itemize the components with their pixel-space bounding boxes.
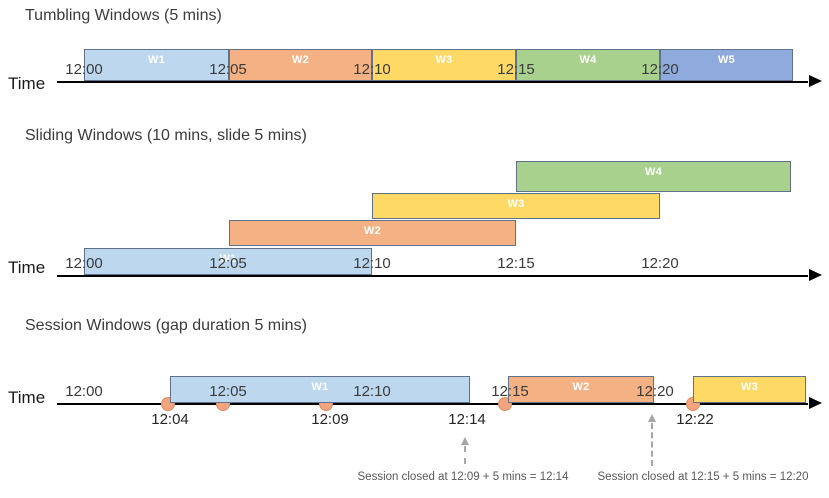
window-box-sliding-w4: W4	[516, 161, 791, 192]
window-label-sliding-w1: W1	[219, 253, 237, 265]
tick-label-sliding-1205: 12:05	[209, 255, 247, 272]
window-label-session-w2: W2	[572, 381, 590, 393]
window-box-tumbling-w3: W3	[372, 49, 516, 81]
axis-arrow-right-icon	[809, 397, 822, 409]
window-label-sliding-w2: W2	[363, 225, 382, 237]
section-title-sliding: Sliding Windows (10 mins, slide 5 mins)	[25, 127, 307, 144]
window-label-tumbling-w2: W2	[291, 54, 310, 66]
window-label-session-w3: W3	[740, 381, 759, 393]
window-label-sliding-w4: W4	[644, 166, 663, 178]
axis-arrow-right-icon	[809, 269, 822, 281]
window-label-tumbling-w3: W3	[435, 54, 453, 66]
window-box-sliding-w1: W1	[84, 248, 372, 275]
window-box-session-w3: W3	[693, 376, 806, 403]
event-time-label-1209: 12:09	[311, 411, 349, 428]
tick-label-sliding-1210: 12:10	[353, 255, 391, 272]
time-axis-line-session	[57, 403, 808, 405]
window-box-session-w1: W1	[170, 376, 470, 403]
window-box-session-w2: W2	[508, 376, 654, 403]
time-axis-line-tumbling	[57, 81, 808, 83]
annotation-arrow-up-icon	[460, 437, 469, 445]
annotation-text-1: Session closed at 12:15 + 5 mins = 12:20	[597, 471, 809, 483]
axis-arrow-right-icon	[809, 75, 822, 87]
window-box-tumbling-w4: W4	[516, 49, 660, 81]
time-axis-line-sliding	[57, 275, 808, 277]
section-title-tumbling: Tumbling Windows (5 mins)	[25, 7, 222, 24]
event-time-label-1222: 12:22	[676, 411, 714, 428]
window-label-tumbling-w5: W5	[717, 54, 736, 66]
event-time-label-1204: 12:04	[151, 411, 189, 428]
tick-label-sliding-1220: 12:20	[641, 255, 679, 272]
tick-label-sliding-1200: 12:00	[65, 255, 103, 272]
section-title-session: Session Windows (gap duration 5 mins)	[25, 317, 307, 334]
tick-label-tumbling-1205: 12:05	[209, 61, 247, 78]
tick-label-tumbling-1215: 12:15	[497, 61, 535, 78]
tick-label-session-1210: 12:10	[353, 383, 391, 400]
time-axis-caption-tumbling: Time	[8, 74, 46, 93]
annotation-arrow-dashed-line	[464, 446, 466, 464]
time-axis-caption-session: Time	[8, 388, 46, 407]
tick-label-session-1220: 12:20	[636, 383, 674, 400]
window-box-sliding-w2: W2	[229, 220, 516, 246]
window-label-tumbling-w1: W1	[147, 54, 166, 66]
annotation-text-0: Session closed at 12:09 + 5 mins = 12:14	[357, 471, 569, 483]
window-box-sliding-w3: W3	[372, 193, 660, 219]
time-axis-caption-sliding: Time	[8, 258, 46, 277]
event-time-label-1214: 12:14	[448, 411, 486, 428]
annotation-arrow-dashed-line	[651, 423, 653, 466]
tick-label-tumbling-1220: 12:20	[641, 61, 679, 78]
window-label-session-w1: W1	[311, 381, 329, 393]
annotation-arrow-up-icon	[647, 414, 656, 422]
tick-label-session-1205: 12:05	[209, 383, 247, 400]
window-box-tumbling-w1: W1	[84, 49, 229, 81]
tick-label-session-1200: 12:00	[65, 383, 103, 400]
tick-label-tumbling-1210: 12:10	[353, 61, 391, 78]
tick-label-tumbling-1200: 12:00	[65, 61, 103, 78]
window-label-sliding-w3: W3	[507, 198, 525, 210]
window-label-tumbling-w4: W4	[579, 54, 597, 66]
window-box-tumbling-w5: W5	[660, 49, 793, 81]
tick-label-session-1215: 12:15	[491, 383, 529, 400]
window-box-tumbling-w2: W2	[229, 49, 372, 81]
tick-label-sliding-1215: 12:15	[497, 255, 535, 272]
